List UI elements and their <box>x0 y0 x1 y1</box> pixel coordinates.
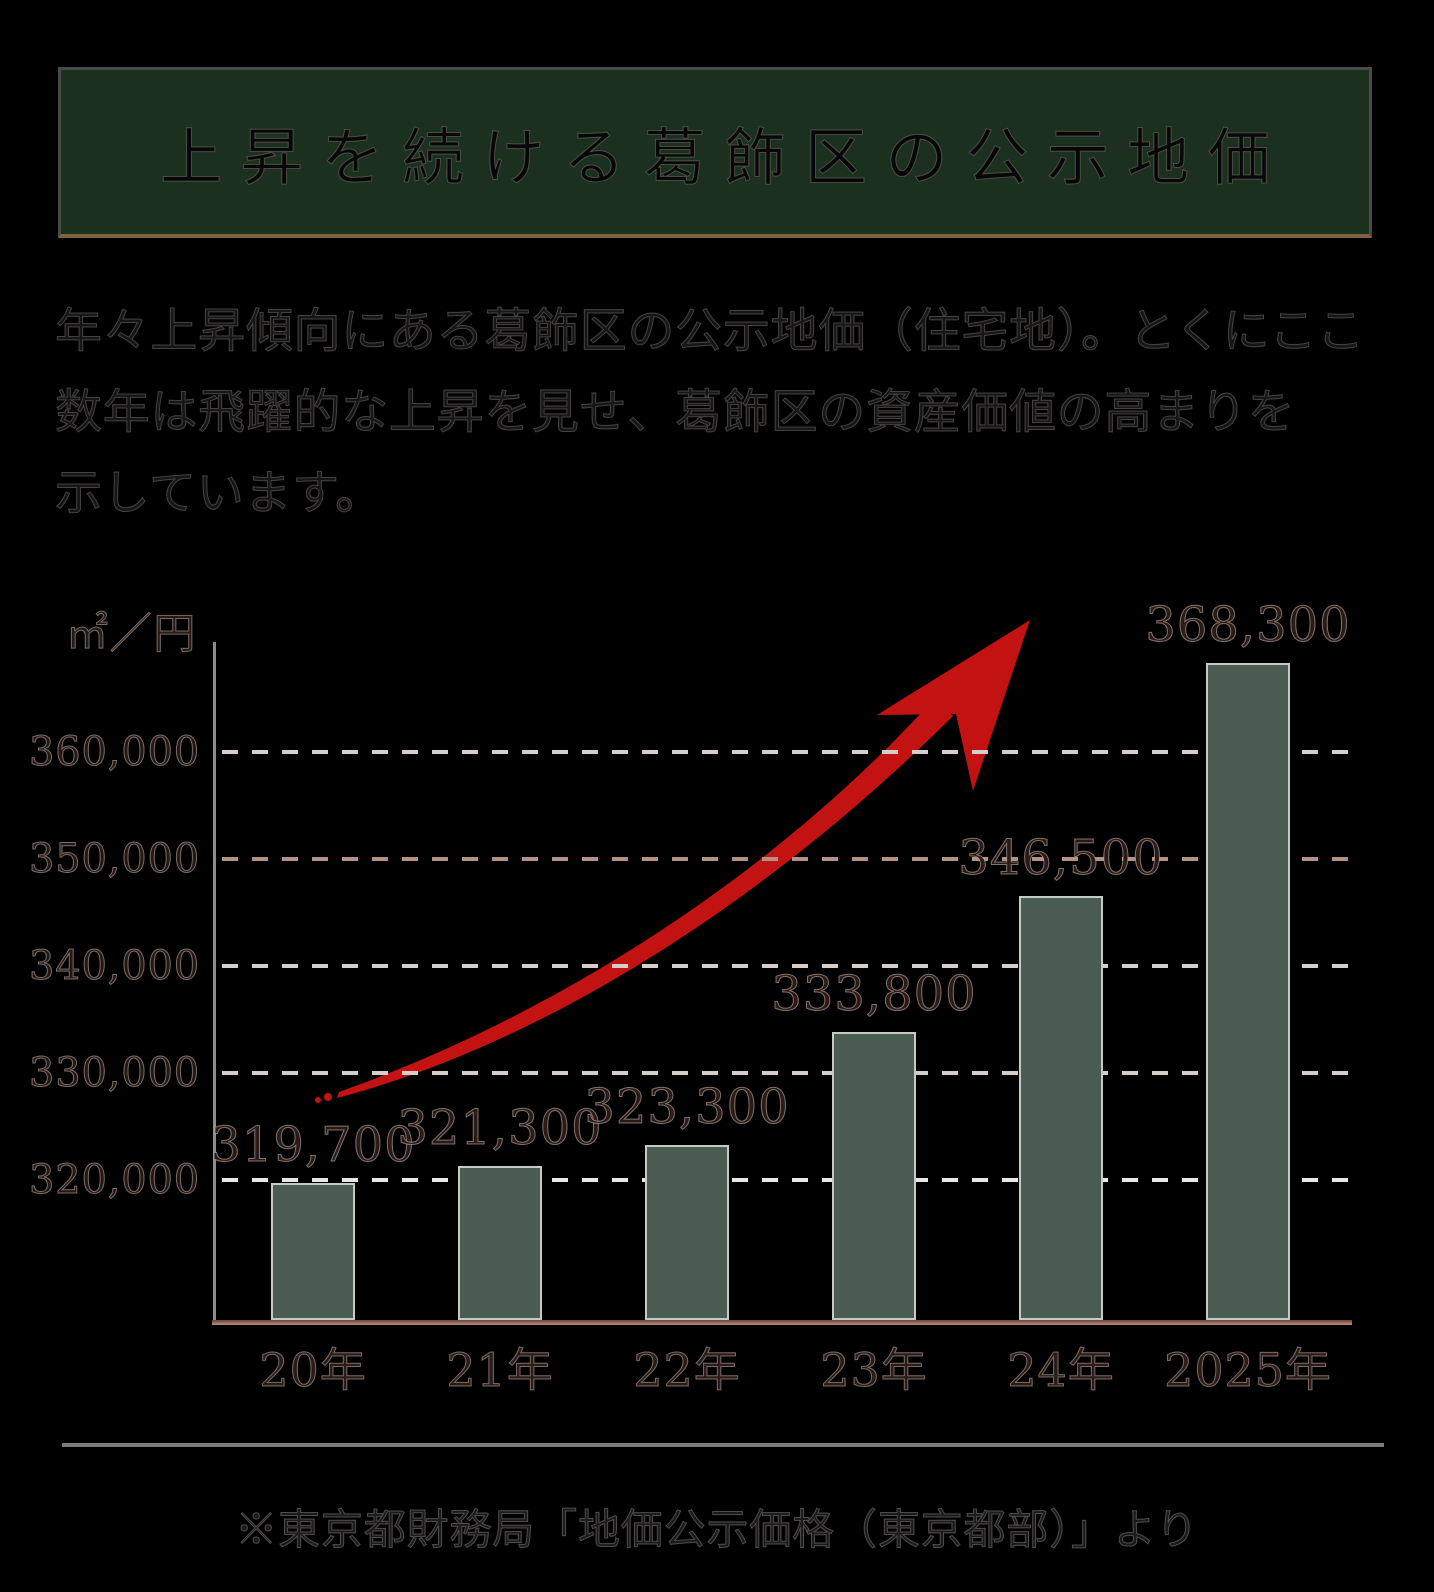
bar-value-label: 346,500 <box>958 830 1164 887</box>
bar-value-label: 323,300 <box>584 1078 790 1135</box>
chart-bar <box>1019 896 1103 1320</box>
y-axis-line <box>213 642 216 1320</box>
gridline-340000 <box>222 964 1350 968</box>
gridline-320000 <box>222 1178 1350 1182</box>
gridline-360000 <box>222 750 1350 754</box>
y-axis-label: 330,000 <box>28 1050 200 1097</box>
x-axis-label: 2025年 <box>1164 1343 1332 1397</box>
bar-value-label: 319,700 <box>210 1117 416 1174</box>
y-axis-label: 340,000 <box>28 943 200 990</box>
intro-line: 示しています。 <box>55 465 383 521</box>
x-axis-label: 24年 <box>1007 1343 1115 1397</box>
chart-bar <box>1206 663 1290 1320</box>
x-axis-baseline <box>212 1320 1352 1325</box>
bar-value-label: 368,300 <box>1145 597 1351 654</box>
y-axis-label: 360,000 <box>28 729 200 776</box>
y-axis-label: 350,000 <box>28 836 200 883</box>
chart-bar <box>645 1144 729 1320</box>
chart-bar <box>271 1183 355 1320</box>
bar-value-label: 321,300 <box>397 1100 603 1157</box>
gridline-350000 <box>222 857 1350 861</box>
y-axis-unit-label: ㎡／円 <box>65 609 198 659</box>
chart-bar <box>458 1166 542 1320</box>
y-axis-label: 320,000 <box>28 1157 200 1204</box>
x-axis-label: 21年 <box>446 1343 554 1397</box>
x-axis-label: 23年 <box>820 1343 928 1397</box>
chart-bar <box>832 1032 916 1320</box>
trend-arrow-icon <box>315 620 1030 1103</box>
source-note: ※東京都財務局「地価公示価格（東京都部）」より <box>235 1505 1199 1555</box>
x-axis-label: 20年 <box>259 1343 367 1397</box>
footer-divider <box>62 1443 1384 1447</box>
intro-text: 年々上昇傾向にある葛飾区の公示地価（住宅地）。とくにここ 数年は飛躍的な上昇を見… <box>55 292 1395 534</box>
intro-line: 数年は飛躍的な上昇を見せ、葛飾区の資産価値の高まりを <box>55 384 1296 440</box>
title-banner: 上昇を続ける葛飾区の公示地価 <box>58 67 1372 238</box>
gridline-330000 <box>222 1071 1350 1075</box>
page-title: 上昇を続ける葛飾区の公示地価 <box>160 121 1289 195</box>
intro-line: 年々上昇傾向にある葛飾区の公示地価（住宅地）。とくにここ <box>55 304 1365 360</box>
x-axis-label: 22年 <box>633 1343 741 1397</box>
bar-value-label: 333,800 <box>771 966 977 1023</box>
